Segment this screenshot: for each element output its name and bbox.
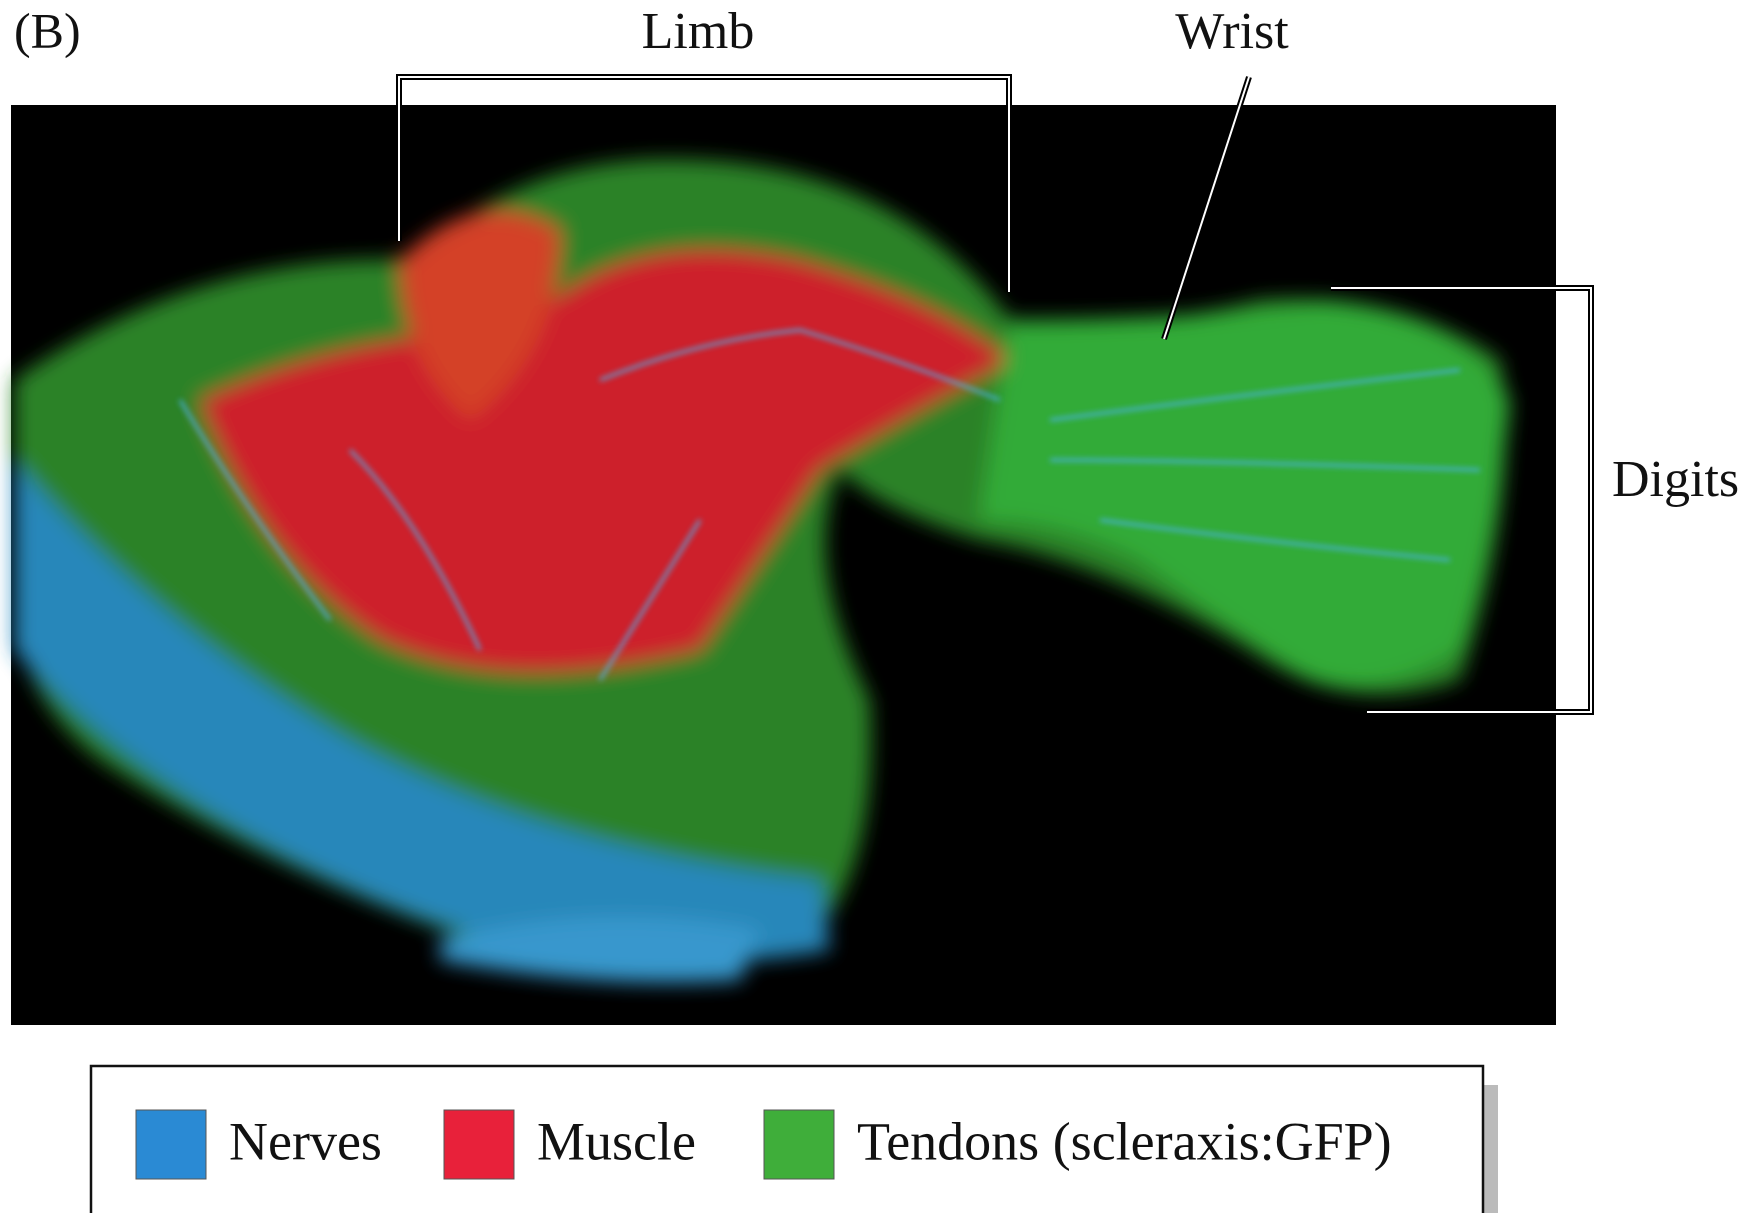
panel-label: (B) bbox=[14, 2, 81, 58]
digits-label: Digits bbox=[1612, 451, 1739, 508]
legend-shadow bbox=[1483, 1085, 1498, 1213]
wrist-label: Wrist bbox=[1175, 3, 1289, 60]
legend-label: Muscle bbox=[537, 1111, 696, 1171]
figure: (B) Limb Wrist Digits bbox=[0, 0, 1763, 1213]
legend-swatch bbox=[764, 1110, 834, 1179]
limb-label: Limb bbox=[642, 3, 755, 60]
legend-swatch bbox=[444, 1110, 514, 1179]
legend-swatch bbox=[136, 1110, 206, 1179]
legend: Nerves Muscle Tendons (scleraxis:GFP) bbox=[136, 1110, 1392, 1179]
legend-label: Tendons (scleraxis:GFP) bbox=[857, 1111, 1392, 1171]
legend-label: Nerves bbox=[229, 1111, 382, 1171]
micrograph bbox=[11, 105, 1556, 1025]
